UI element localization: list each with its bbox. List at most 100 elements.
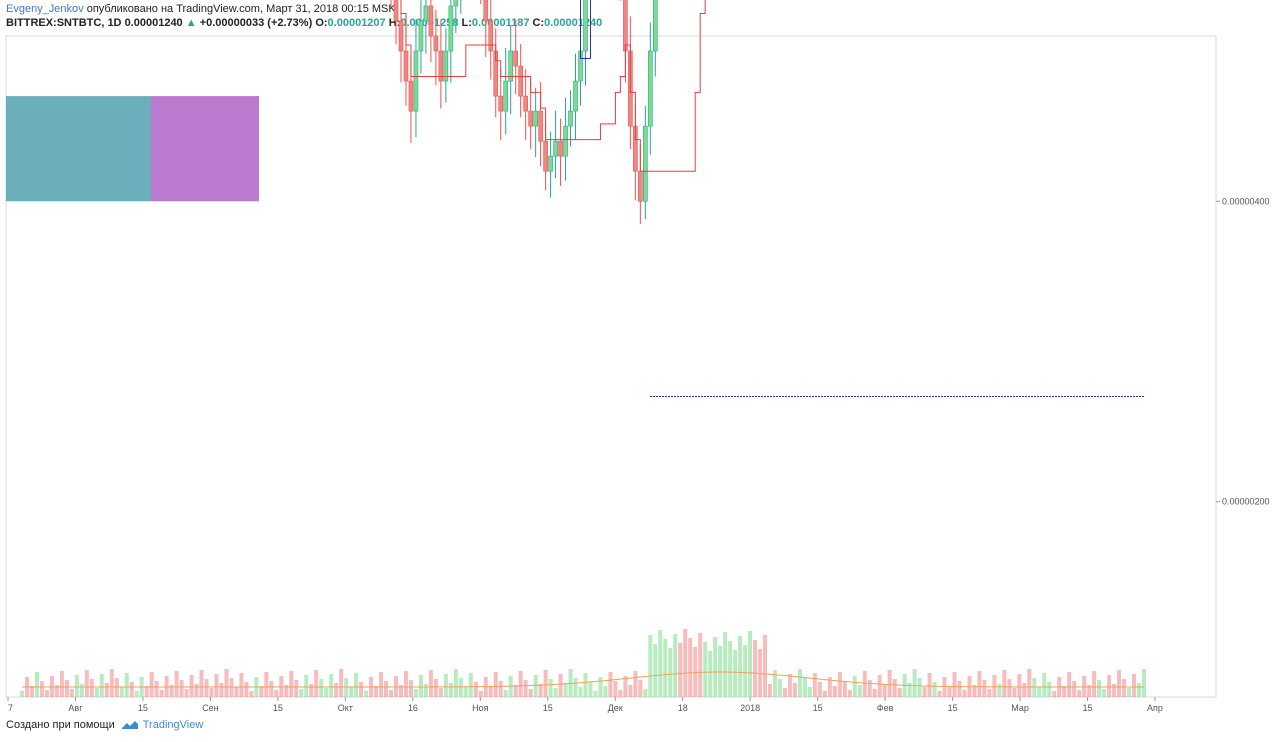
volume-bar	[174, 671, 179, 697]
volume-bar	[379, 672, 384, 697]
volume-bar	[847, 690, 852, 697]
x-tick-label: Дек	[608, 703, 623, 713]
volume-bar	[284, 685, 289, 697]
volume-bar	[513, 685, 518, 697]
volume-bar	[184, 689, 189, 697]
volume-bar	[982, 680, 987, 697]
volume-bar	[772, 670, 777, 697]
volume-bar	[862, 671, 867, 697]
x-tick-label: Фев	[877, 703, 894, 713]
candle-body	[448, 5, 454, 52]
volume-bar	[693, 647, 698, 697]
candle-body	[433, 35, 439, 52]
volume-bar	[443, 674, 448, 697]
volume-bar	[598, 677, 603, 697]
candle-body	[538, 110, 543, 142]
volume-bar	[553, 688, 558, 697]
volume-bar	[149, 672, 154, 697]
candle-body	[403, 50, 409, 82]
candle-body	[443, 50, 449, 82]
volume-bar	[683, 629, 688, 697]
volume-bar	[304, 675, 309, 697]
candle-body	[543, 140, 548, 172]
volume-bar	[324, 688, 329, 697]
volume-bar	[29, 686, 34, 697]
volume-bar	[488, 686, 493, 697]
volume-bar	[54, 685, 59, 697]
volume-bar	[224, 669, 229, 697]
volume-bar	[822, 691, 827, 697]
candle-body	[438, 50, 444, 82]
tradingview-link[interactable]: TradingView	[121, 719, 204, 731]
close-label: C:	[532, 17, 545, 29]
volume-bar	[214, 674, 219, 697]
open-value: 0.00001207	[327, 17, 386, 29]
volume-bar	[34, 672, 39, 697]
candle-body	[513, 50, 518, 67]
volume-bar	[239, 673, 244, 697]
author-link[interactable]: Evgeny_Jenkov	[6, 3, 84, 15]
volume-bar	[748, 631, 753, 697]
high-label: H:	[388, 17, 401, 29]
candle-body	[503, 80, 509, 112]
volume-bar	[413, 689, 418, 697]
volume-bar	[723, 632, 728, 697]
volume-bar	[817, 682, 822, 697]
volume-bar	[194, 684, 199, 697]
volume-bar	[84, 670, 89, 697]
volume-bar	[922, 687, 927, 697]
volume-bar	[698, 633, 703, 697]
volume-bar	[119, 687, 124, 697]
volume-bar	[1052, 691, 1057, 697]
volume-bar	[269, 681, 274, 697]
volume-bar	[743, 645, 748, 697]
volume-bar	[1142, 669, 1146, 697]
volume-bar	[74, 675, 79, 697]
volume-bar	[802, 678, 807, 697]
volume-bar	[807, 687, 812, 697]
volume-bar	[997, 684, 1002, 697]
volume-bar	[623, 676, 628, 697]
volume-bar	[852, 676, 857, 697]
x-tick-label: 15	[273, 703, 283, 713]
volume-bar	[209, 688, 214, 697]
volume-bar	[777, 679, 782, 697]
volume-bar	[977, 671, 982, 697]
volume-bar	[1017, 674, 1022, 697]
volume-bar	[593, 691, 598, 697]
volume-bar	[159, 690, 164, 697]
volume-bar	[763, 635, 768, 697]
volume-bar	[249, 691, 254, 697]
volume-bar	[1062, 686, 1067, 697]
volume-ma-line	[22, 671, 1144, 688]
volume-bar	[418, 675, 423, 697]
price-value: 0.00001240	[124, 17, 183, 29]
volume-bar	[374, 686, 379, 697]
candle-body	[498, 95, 504, 112]
volume-bar	[179, 680, 184, 697]
volume-bar	[907, 683, 912, 697]
volume-bar	[354, 673, 359, 697]
candle-body	[528, 110, 533, 127]
volume-bar	[1137, 683, 1142, 697]
volume-bar	[1107, 675, 1112, 697]
candle-body	[408, 80, 414, 112]
volume-bar	[787, 674, 792, 697]
volume-bar	[204, 679, 209, 697]
volume-bar	[109, 669, 114, 697]
red-step-line	[400, 0, 706, 172]
volume-bar	[433, 679, 438, 697]
tradingview-brand: TradingView	[142, 719, 204, 731]
change-arrow-icon: ▲	[185, 17, 197, 29]
volume-bar	[738, 636, 743, 697]
volume-bar	[1132, 674, 1137, 697]
volume-bar	[309, 684, 314, 697]
volume-bar	[64, 680, 69, 697]
volume-bar	[703, 642, 708, 697]
volume-bar	[503, 690, 508, 697]
candle-body	[518, 65, 523, 97]
volume-bar	[842, 681, 847, 697]
volume-bar	[259, 686, 264, 697]
volume-bar	[1007, 679, 1012, 697]
